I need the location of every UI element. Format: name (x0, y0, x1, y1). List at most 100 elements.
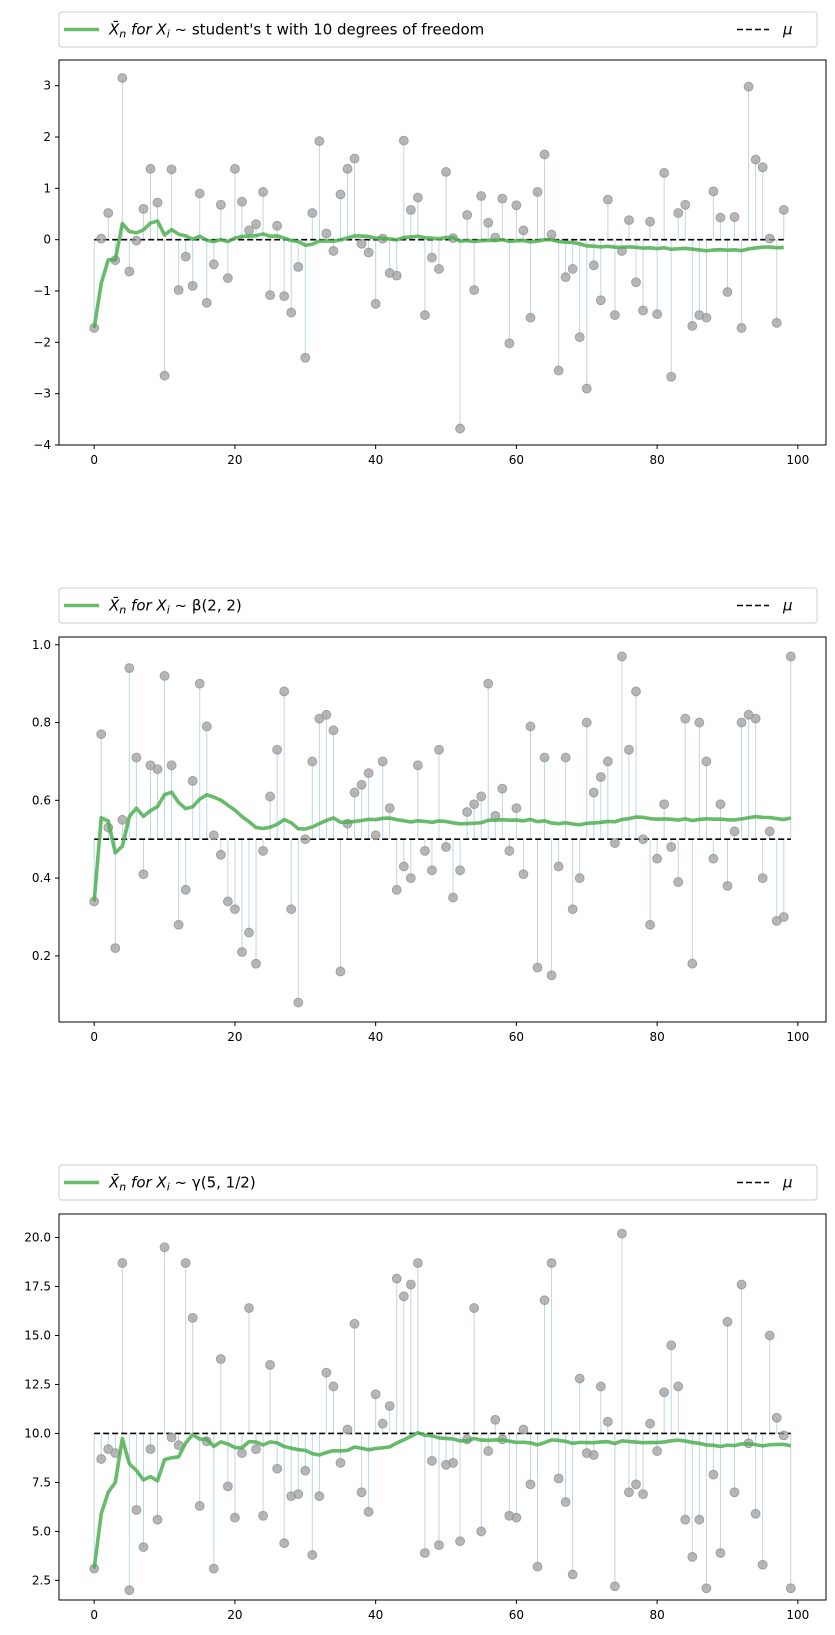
sample-point (715, 799, 726, 810)
legend-mu-label: μ (782, 21, 793, 39)
x-tick-label: 0 (90, 453, 98, 467)
y-tick-label: 7.5 (32, 1475, 51, 1489)
sample-point (194, 678, 205, 689)
chart-panel-2: 0 20 40 60 80 100 0.2 0.4 0.6 0.8 1.0 X̄n for Xi ~ … (32, 587, 827, 1044)
sample-point (659, 168, 670, 178)
sample-point (567, 264, 578, 274)
sample-point (666, 1340, 677, 1351)
sample-point (138, 1542, 149, 1552)
sample-point (307, 756, 318, 767)
sample-point (638, 1489, 648, 1500)
sample-point (687, 1551, 698, 1562)
y-tick-label: 0 (43, 233, 51, 247)
stem-lines (93, 1233, 792, 1591)
sample-point (708, 853, 719, 864)
sample-point (131, 752, 142, 763)
sample-point (110, 943, 121, 954)
sample-point (659, 799, 670, 810)
sample-point (244, 1303, 254, 1313)
sample-point (609, 1581, 620, 1592)
sample-point (391, 270, 402, 281)
sample-point (377, 756, 388, 767)
y-tick-label: 15.0 (24, 1328, 51, 1342)
sample-point (300, 352, 311, 363)
sample-point (532, 962, 543, 973)
sample-point (173, 285, 184, 295)
sample-point (546, 1258, 557, 1268)
sample-point (588, 1450, 599, 1460)
sample-point (462, 210, 473, 220)
sample-point (412, 192, 423, 203)
sample-point (222, 896, 233, 907)
sample-point (96, 729, 107, 740)
sample-point (574, 1373, 585, 1384)
sample-point (117, 1258, 128, 1268)
sample-point (602, 194, 613, 205)
sample-point (412, 1258, 423, 1268)
sample-point (279, 686, 290, 697)
sample-point (546, 970, 557, 981)
sample-point (265, 791, 276, 802)
legend-mean-label: X̄n for Xi ~ student's t with 10 degrees… (108, 20, 484, 41)
sample-point (750, 713, 761, 724)
sample-point (187, 775, 198, 786)
sample-point (680, 199, 691, 210)
running-mean-line (92, 790, 792, 902)
sample-point (391, 1273, 402, 1284)
y-tick-label: −3 (33, 387, 51, 401)
sample-point (180, 251, 191, 262)
legend: X̄n for Xi ~ β(2, 2) μ (58, 587, 818, 624)
sample-point (497, 193, 508, 204)
sample-point (124, 266, 135, 277)
sample-point (673, 208, 684, 218)
y-tick-label: 12.5 (24, 1377, 51, 1391)
sample-point (293, 997, 304, 1008)
legend-mean-label: X̄n for Xi ~ β(2, 2) (108, 596, 242, 617)
sample-point (145, 163, 156, 174)
sample-point (680, 1514, 691, 1525)
legend-text-part: for X (126, 1174, 167, 1192)
sample-point (701, 1583, 712, 1594)
x-tick-label: 40 (368, 1030, 383, 1044)
x-tick-label: 0 (90, 1608, 98, 1622)
sample-point (652, 853, 663, 864)
x-tick-label: 60 (509, 1030, 524, 1044)
sample-point (405, 204, 416, 215)
sample-point (237, 196, 247, 207)
sample-point (722, 1316, 733, 1327)
y-tick-label: 0.8 (32, 716, 51, 730)
sample-point (518, 225, 529, 236)
legend-text-part: X̄ (108, 596, 120, 615)
sample-point (335, 966, 346, 977)
y-tick-label: 1.0 (32, 638, 51, 652)
y-tick-label: 17.5 (24, 1279, 51, 1293)
sample-point (455, 1536, 465, 1547)
sample-point (448, 892, 458, 903)
chart-panel-1: 0 20 40 60 80 100 −4 −3 −2 −1 0 1 2 3 X̄n for Xi ~ stu… (33, 11, 827, 467)
sample-point (441, 842, 451, 852)
sample-point (96, 1454, 107, 1464)
sample-point (377, 1418, 388, 1429)
sample-point (708, 186, 719, 197)
sample-point (778, 204, 789, 215)
sample-point (412, 760, 423, 771)
sample-point (321, 228, 332, 239)
sample-point (553, 365, 564, 376)
sample-point (743, 81, 754, 92)
sample-point (631, 686, 641, 697)
legend-subscript: i (167, 28, 170, 41)
sample-point (321, 709, 332, 720)
legend-text-part: X̄ (108, 20, 120, 39)
stem-lines (93, 656, 792, 1003)
sample-point (356, 238, 367, 249)
sample-point (560, 752, 571, 763)
legend-subscript: n (119, 1181, 126, 1194)
sample-point (307, 208, 318, 218)
sample-point (736, 323, 747, 333)
sample-point (750, 154, 761, 165)
sample-point (617, 1228, 627, 1239)
sample-point (279, 1538, 290, 1549)
sample-point (694, 1514, 705, 1525)
sample-point (398, 861, 409, 872)
legend-text-part: ~ β(2, 2) (170, 597, 242, 615)
